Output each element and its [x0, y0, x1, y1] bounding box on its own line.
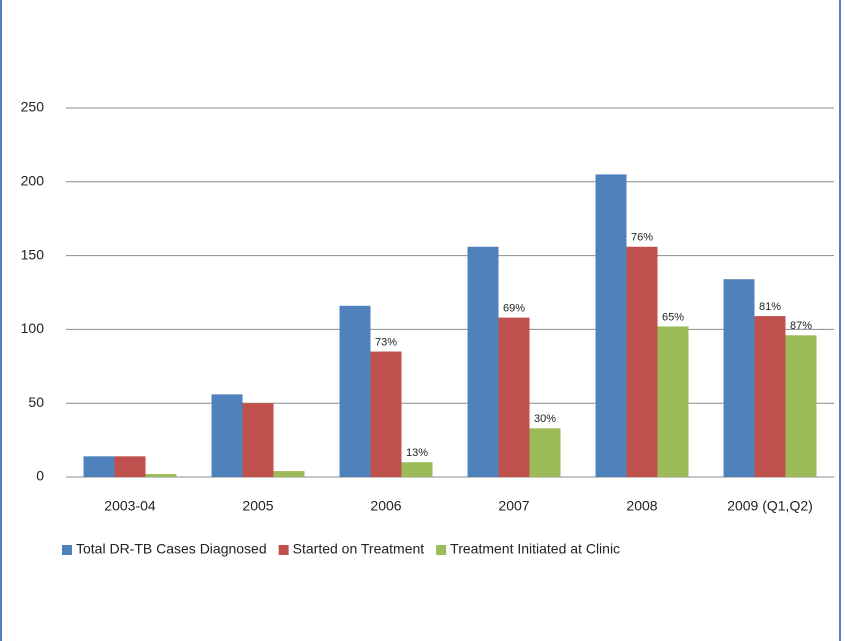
- bar: [114, 456, 146, 477]
- x-tick-label: 2008: [626, 498, 657, 514]
- legend-swatch: [62, 545, 72, 555]
- data-label: 73%: [375, 336, 397, 348]
- bar: [273, 471, 305, 477]
- x-tick-label: 2003-04: [104, 498, 156, 514]
- bar: [467, 246, 499, 477]
- data-label: 81%: [759, 301, 781, 313]
- x-tick-label: 2007: [498, 498, 529, 514]
- legend-swatch: [436, 545, 447, 555]
- y-tick-label: 150: [21, 246, 45, 262]
- bar: [498, 317, 530, 477]
- data-label: 65%: [662, 311, 684, 323]
- legend-swatch: [278, 545, 289, 555]
- y-tick-label: 0: [36, 468, 44, 484]
- data-label: 87%: [790, 320, 812, 332]
- bar: [401, 462, 433, 477]
- bar: [145, 474, 177, 477]
- x-tick-label: 2006: [370, 498, 401, 514]
- bar: [754, 316, 786, 477]
- bar: [785, 335, 817, 477]
- legend-label: Total DR-TB Cases Diagnosed: [76, 541, 267, 557]
- y-tick-label: 250: [21, 99, 45, 115]
- bar: [529, 428, 561, 477]
- data-label: 69%: [503, 302, 525, 314]
- legend-label: Treatment Initiated at Clinic: [450, 541, 620, 557]
- bar: [83, 456, 115, 477]
- bar: [370, 351, 402, 477]
- y-tick-label: 50: [28, 394, 44, 410]
- bar: [242, 403, 274, 477]
- x-tick-label: 2005: [242, 498, 273, 514]
- bar: [626, 246, 658, 477]
- y-tick-label: 200: [21, 173, 45, 189]
- bar: [339, 305, 371, 477]
- bar: [211, 394, 243, 477]
- x-tick-label: 2009 (Q1,Q2): [727, 498, 813, 514]
- data-label: 13%: [406, 447, 428, 459]
- bar: [657, 326, 689, 477]
- data-label: 76%: [631, 232, 653, 244]
- legend-label: Started on Treatment: [293, 541, 425, 557]
- y-tick-label: 100: [21, 320, 45, 336]
- data-label: 30%: [534, 413, 556, 425]
- bar: [595, 174, 627, 478]
- bar: [723, 279, 755, 477]
